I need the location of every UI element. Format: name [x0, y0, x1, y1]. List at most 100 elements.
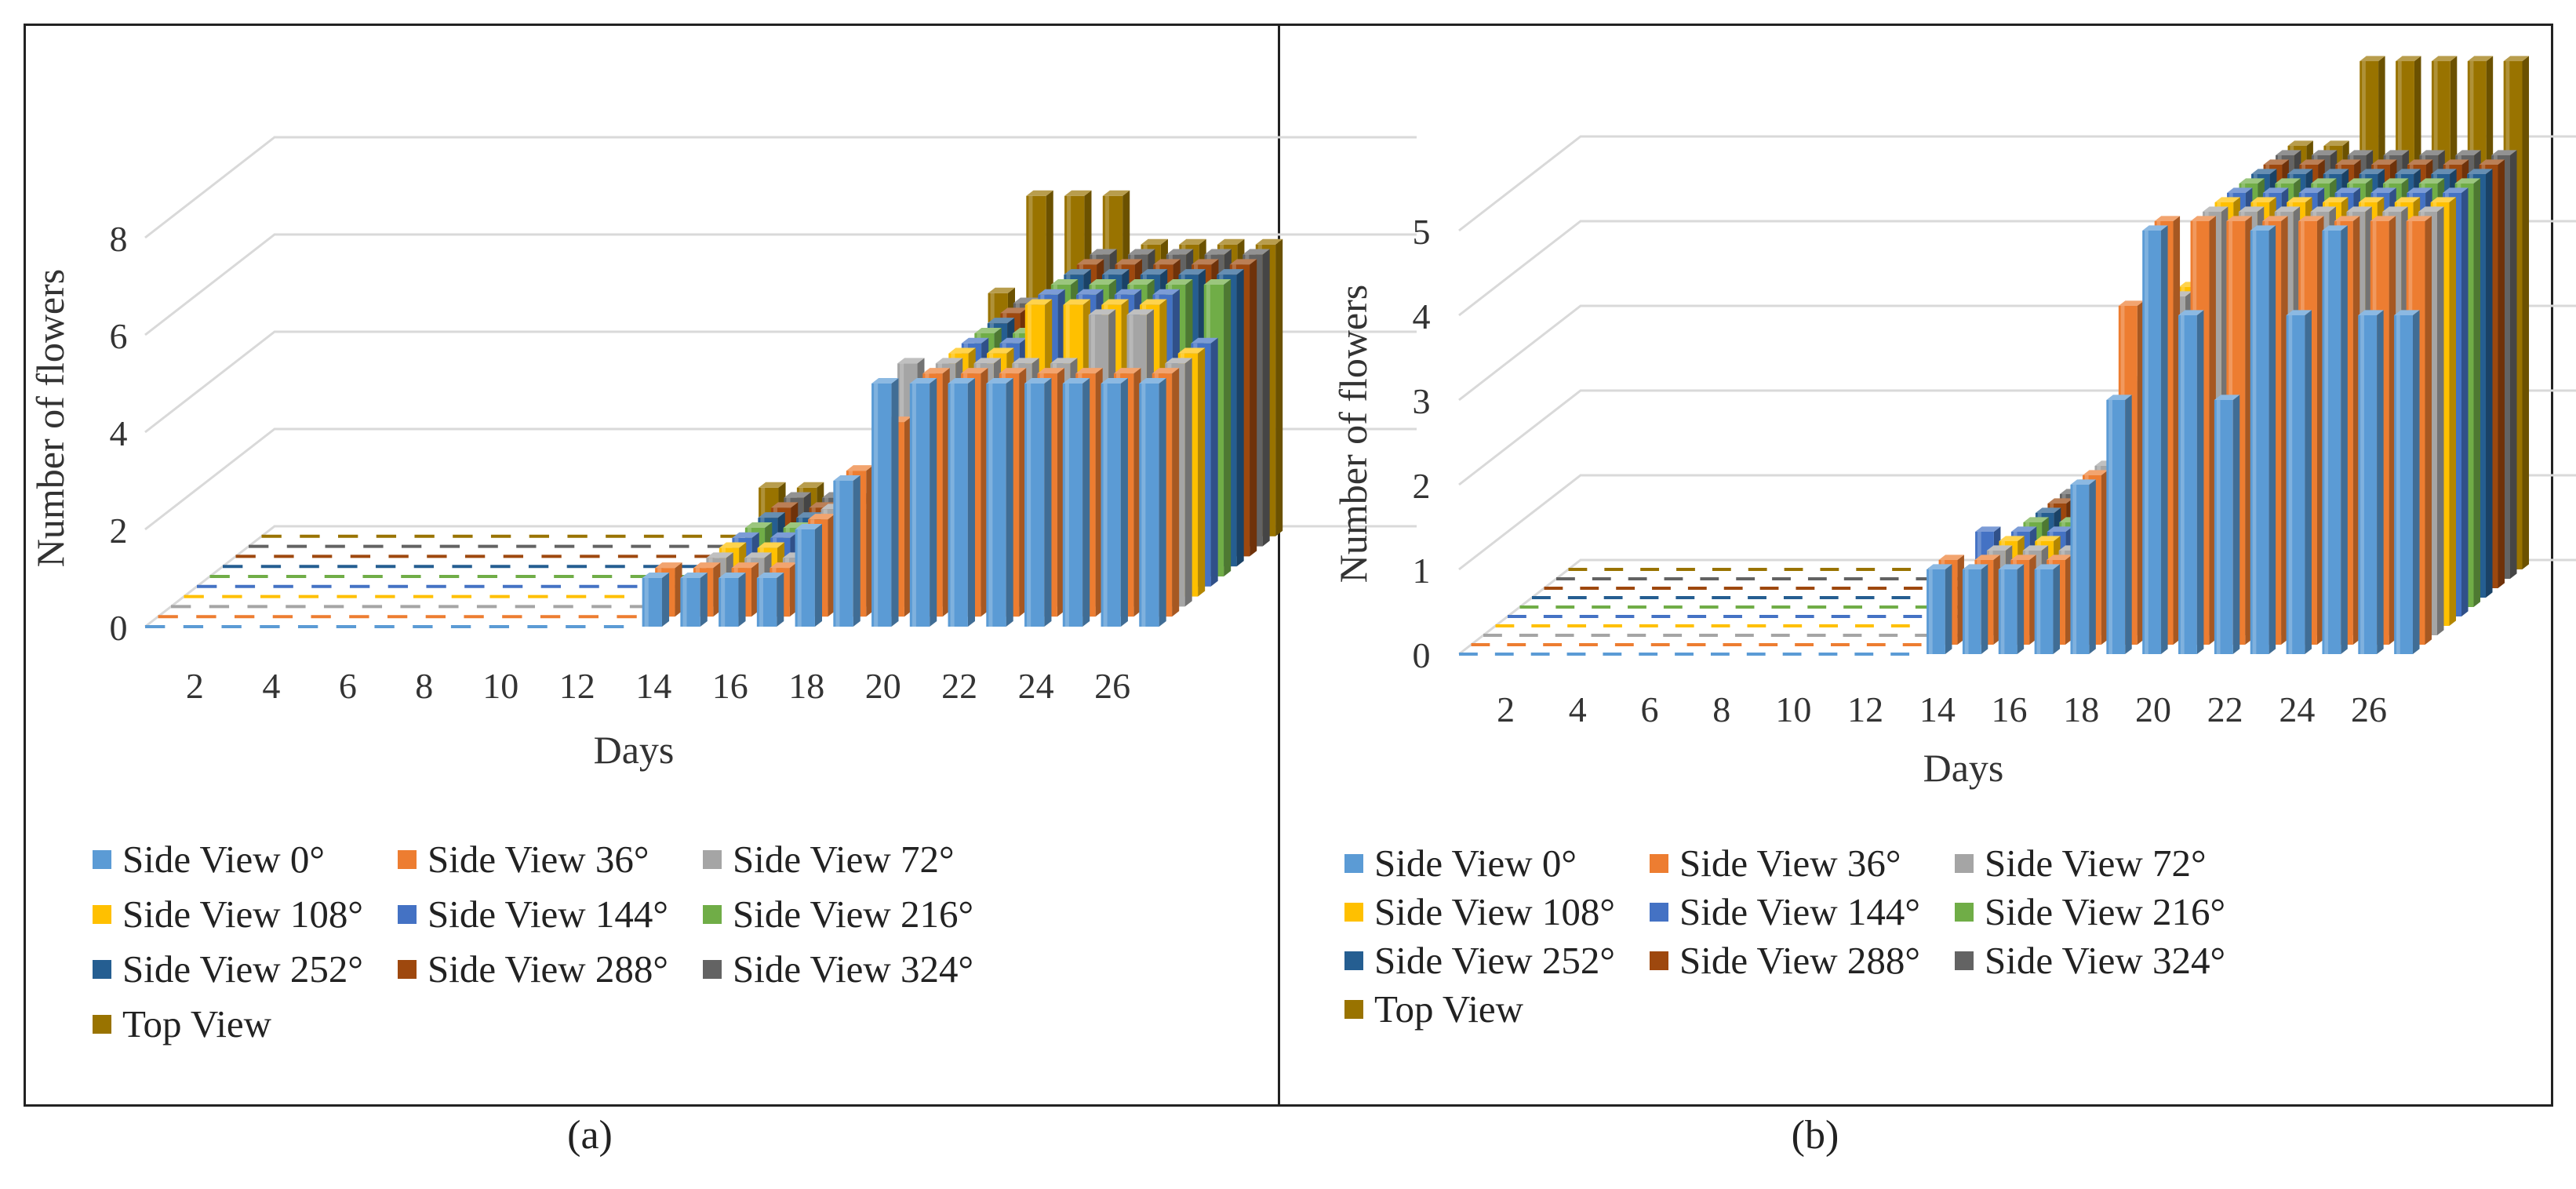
legend-label: Side View 288°: [428, 947, 669, 991]
gridline: [144, 136, 1417, 239]
x-tick-label: 22: [941, 666, 977, 706]
bar: [756, 572, 784, 627]
bar: [680, 572, 708, 627]
gridline: [1458, 135, 2576, 232]
x-tick-label: 10: [482, 666, 518, 706]
x-tick-label: 16: [1992, 689, 2028, 729]
x-tick-label: 24: [2279, 689, 2315, 729]
bar: [2106, 395, 2132, 654]
y-tick-label: 4: [1413, 296, 1431, 336]
legend-swatch: [398, 960, 417, 979]
x-tick-label: 20: [865, 666, 901, 706]
legend-item: Side View 252°: [1344, 939, 1615, 983]
legend-item: Side View 36°: [1650, 842, 1920, 885]
bar: [2178, 310, 2204, 654]
legend-swatch: [93, 1015, 111, 1034]
legend-label: Side View 36°: [428, 838, 649, 881]
chart-b-legend: Side View 0° Side View 36° Side View 72° Si…: [1344, 842, 2225, 1031]
y-tick-label: 5: [1413, 212, 1431, 252]
x-tick-label: 6: [339, 666, 357, 706]
x-tick-label: 26: [1094, 666, 1130, 706]
legend-item: Side View 216°: [703, 893, 973, 936]
legend-item: Side View 108°: [1344, 890, 1615, 934]
bar: [1962, 564, 1988, 654]
legend-item: Side View 324°: [703, 947, 973, 991]
x-tick-label: 4: [262, 666, 280, 706]
chart-panel-a: 0 2 4 6 8 2 4 6 8 10 12 14 16 18 20 22 24 26 Days Number of…: [26, 26, 1417, 1104]
bar: [1998, 564, 2025, 654]
y-tick-label: 0: [110, 608, 128, 648]
legend-swatch: [1344, 951, 1363, 970]
x-tick-label: 2: [1497, 689, 1515, 729]
caption-b: (b): [1791, 1113, 1839, 1158]
legend-item: Side View 72°: [703, 838, 973, 882]
y-tick-label: 0: [1413, 635, 1431, 675]
x-tick-label: 10: [1775, 689, 1811, 729]
legend-label: Side View 72°: [1985, 842, 2207, 885]
legend-label: Side View 216°: [1985, 890, 2226, 933]
x-tick-label: 20: [2135, 689, 2171, 729]
x-tick-label: 18: [788, 666, 824, 706]
legend-swatch: [1955, 903, 1974, 922]
legend-item: Side View 72°: [1955, 842, 2225, 885]
legend-item: Side View 144°: [1650, 890, 1920, 934]
legend-swatch: [703, 960, 722, 979]
legend-label: Side View 216°: [733, 893, 974, 936]
legend-swatch: [1650, 854, 1669, 873]
x-tick-label: 12: [1847, 689, 1883, 729]
bar: [2214, 395, 2240, 654]
legend-item: Side View 108°: [93, 893, 363, 936]
caption-a: (a): [567, 1113, 613, 1158]
legend-label: Side View 72°: [733, 838, 955, 881]
bar: [642, 572, 670, 627]
legend-swatch: [1650, 951, 1669, 970]
legend-item: Side View 252°: [93, 947, 363, 991]
legend-swatch: [1344, 903, 1363, 922]
y-tick-label: 8: [110, 219, 128, 259]
legend-swatch: [1955, 951, 1974, 970]
bar: [719, 572, 746, 627]
y-tick-label: 3: [1413, 381, 1431, 421]
x-axis-title: Days: [594, 728, 675, 772]
legend-label: Side View 0°: [1374, 842, 1577, 885]
legend-label: Side View 36°: [1679, 842, 1901, 885]
legend-item: Side View 288°: [398, 947, 668, 991]
bar: [1927, 564, 1952, 654]
y-axis-title: Number of flowers: [1331, 285, 1375, 583]
bar: [833, 475, 860, 627]
legend-label: Side View 108°: [122, 893, 364, 936]
x-tick-label: 2: [186, 666, 204, 706]
legend-item: Side View 36°: [398, 838, 668, 882]
legend-label: Side View 324°: [733, 947, 974, 991]
y-axis-title: Number of flowers: [28, 269, 72, 567]
legend-label: Top View: [122, 1002, 272, 1045]
legend-swatch: [93, 850, 111, 869]
legend-swatch: [93, 960, 111, 979]
legend-item: Side View 324°: [1955, 939, 2225, 983]
legend-label: Side View 0°: [122, 838, 326, 881]
chart-panel-b: 0 1 2 3 4 5 2 4 6 8 10 12 14 16 18 20 22 24 26 Days Number o…: [1280, 26, 2576, 1104]
legend-swatch: [398, 905, 417, 924]
bar: [1024, 377, 1052, 627]
x-tick-label: 14: [1919, 689, 1956, 729]
legend-item: Side View 0°: [93, 838, 363, 882]
legend-item: Top View: [93, 1002, 363, 1046]
x-axis-title: Days: [1923, 746, 2004, 790]
x-tick-label: 6: [1641, 689, 1659, 729]
legend-label: Side View 144°: [1679, 890, 1921, 933]
bar: [2070, 479, 2096, 654]
legend-item: Side View 0°: [1344, 842, 1615, 885]
chart-a-legend: Side View 0° Side View 36° Side View 72° Si…: [93, 838, 973, 1046]
y-tick-label: 2: [110, 511, 128, 551]
x-tick-label: 26: [2351, 689, 2387, 729]
legend-swatch: [1650, 903, 1669, 922]
x-tick-label: 12: [559, 666, 595, 706]
bar: [2142, 225, 2168, 654]
legend-label: Side View 144°: [428, 893, 669, 936]
y-tick-label: 4: [110, 413, 128, 453]
legend-swatch: [1344, 1000, 1363, 1019]
x-tick-label: 8: [415, 666, 433, 706]
legend-label: Side View 324°: [1985, 939, 2226, 982]
legend-item: Top View: [1344, 987, 1615, 1031]
